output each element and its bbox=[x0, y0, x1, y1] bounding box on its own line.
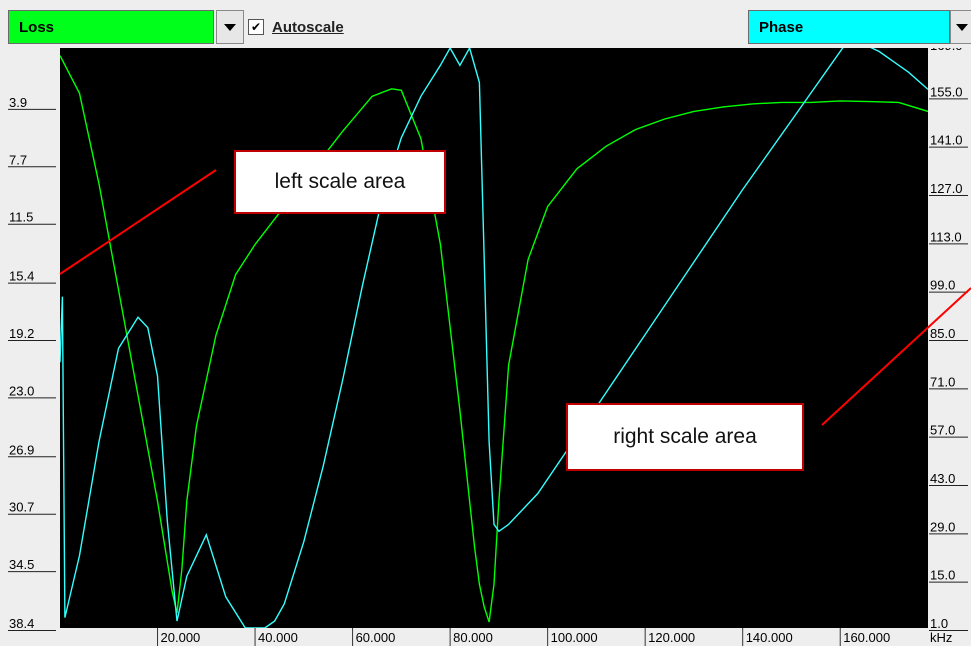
x-tick-label: 140.000 bbox=[746, 630, 793, 645]
left-tick-label: 23.0 bbox=[9, 383, 34, 398]
right-tick-label: 15.0 bbox=[930, 568, 955, 583]
right-select-dropdown-button[interactable] bbox=[950, 10, 971, 44]
right-scale-area[interactable]: 169.0155.0141.0127.0113.099.085.071.057.… bbox=[929, 38, 968, 631]
left-scale-callout: left scale area bbox=[234, 150, 446, 214]
right-measurement-select[interactable]: Phase bbox=[748, 10, 971, 44]
right-select-value[interactable]: Phase bbox=[748, 10, 950, 44]
left-tick-label: 34.5 bbox=[9, 557, 34, 572]
left-measurement-select[interactable]: Loss bbox=[8, 10, 244, 44]
callout-lines bbox=[59, 169, 971, 426]
autoscale-label[interactable]: Autoscale bbox=[272, 18, 344, 36]
right-tick-label: 43.0 bbox=[930, 471, 955, 486]
right-tick-label: 71.0 bbox=[930, 374, 955, 389]
x-tick-label: 120.000 bbox=[648, 630, 695, 645]
chevron-down-icon bbox=[956, 23, 968, 31]
right-tick-label: 113.0 bbox=[930, 229, 962, 244]
autoscale-toggle[interactable]: ✔ Autoscale bbox=[248, 14, 344, 40]
left-tick-label: 7.7 bbox=[9, 152, 27, 167]
x-tick-label: 20.000 bbox=[161, 630, 201, 645]
right-tick-label: 1.0 bbox=[930, 616, 948, 631]
right-tick-label: 29.0 bbox=[930, 519, 955, 534]
chevron-down-icon bbox=[224, 23, 236, 31]
left-tick-label: 19.2 bbox=[9, 326, 34, 341]
right-callout-line bbox=[821, 287, 971, 426]
right-tick-label: 99.0 bbox=[930, 278, 955, 293]
left-tick-label: 26.9 bbox=[9, 442, 34, 457]
left-select-dropdown-button[interactable] bbox=[216, 10, 244, 44]
left-scale-area[interactable]: 3.9 7.7 11.5 15.4 19.2 23.0 26.9 30.7 34.5 38.4 bbox=[8, 95, 56, 631]
right-tick-label: 127.0 bbox=[930, 181, 963, 196]
right-tick-label: 155.0 bbox=[930, 84, 963, 99]
left-tick-label: 15.4 bbox=[9, 269, 34, 284]
left-tick-label: 11.5 bbox=[9, 210, 33, 225]
right-tick-label: 85.0 bbox=[930, 326, 955, 341]
plot-background bbox=[60, 48, 928, 628]
right-scale-callout: right scale area bbox=[566, 403, 804, 471]
left-select-value[interactable]: Loss bbox=[8, 10, 214, 44]
x-tick-label: 40.000 bbox=[258, 630, 298, 645]
x-tick-label: 60.000 bbox=[356, 630, 396, 645]
left-tick-label: 38.4 bbox=[9, 616, 34, 631]
left-tick-label: 30.7 bbox=[9, 500, 34, 515]
left-tick-label: 3.9 bbox=[9, 95, 27, 110]
x-axis: 20.000 40.000 60.000 80.000 100.000 120.000 14… bbox=[157, 628, 952, 646]
x-unit-label: kHz bbox=[930, 630, 952, 645]
right-tick-label: 57.0 bbox=[930, 423, 955, 438]
right-tick-label: 141.0 bbox=[930, 133, 963, 148]
x-tick-label: 80.000 bbox=[453, 630, 493, 645]
left-callout-line bbox=[59, 169, 217, 275]
x-tick-label: 160.000 bbox=[843, 630, 890, 645]
x-tick-label: 100.000 bbox=[551, 630, 598, 645]
checkbox-checked-icon[interactable]: ✔ bbox=[248, 19, 264, 35]
